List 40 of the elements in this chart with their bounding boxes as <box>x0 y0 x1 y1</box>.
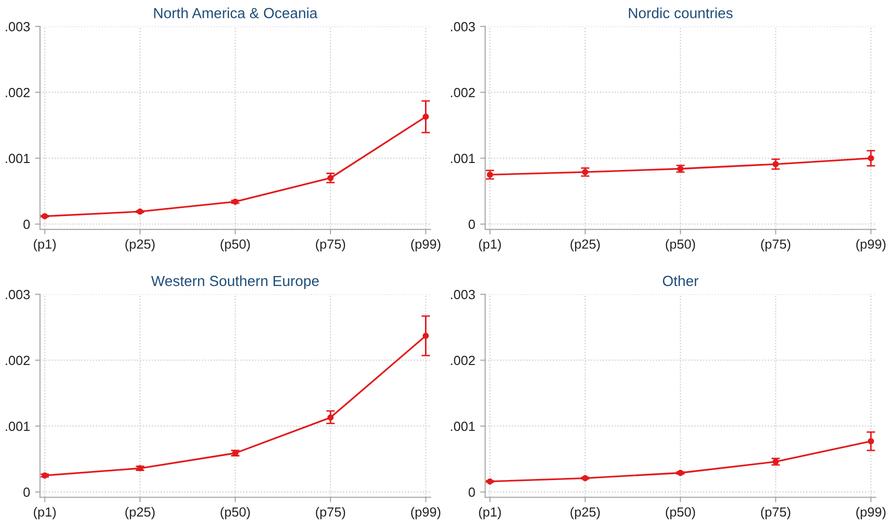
x-tick-label: (p50) <box>220 506 250 520</box>
chart-title: Western Southern Europe <box>151 275 319 290</box>
x-tick-label: (p25) <box>125 506 155 520</box>
x-tick-label: (p99) <box>411 239 440 252</box>
y-tick-label: .002 <box>6 88 30 98</box>
x-tick-label: (p75) <box>761 506 790 520</box>
x-tick-label: (p50) <box>666 506 695 520</box>
y-tick-label: .001 <box>6 154 30 164</box>
x-tick-label: (p1) <box>479 506 501 520</box>
y-tick-label: .001 <box>450 154 475 164</box>
y-tick-label: .003 <box>6 290 30 300</box>
y-tick-label: .001 <box>450 422 475 432</box>
x-tick-label: (p75) <box>316 506 346 520</box>
x-tick-label: (p99) <box>856 239 886 252</box>
x-tick-label: (p75) <box>761 239 790 252</box>
y-tick-label: 0 <box>23 488 30 497</box>
x-tick-label: (p99) <box>856 506 886 520</box>
x-tick-label: (p50) <box>666 239 695 252</box>
x-tick-label: (p99) <box>411 506 440 520</box>
y-tick-label: 0 <box>468 220 475 230</box>
y-tick-label: 0 <box>468 488 475 497</box>
x-tick-label: (p25) <box>570 506 600 520</box>
y-tick-label: .002 <box>450 88 475 98</box>
x-tick-label: (p50) <box>220 239 250 252</box>
y-tick-label: .001 <box>6 422 30 432</box>
y-tick-label: 0 <box>23 220 30 230</box>
y-tick-label: .003 <box>450 290 475 300</box>
x-tick-label: (p1) <box>34 506 56 520</box>
y-tick-label: .002 <box>450 356 475 366</box>
y-tick-label: .003 <box>6 22 30 32</box>
chart-title: North America & Oceania <box>154 8 318 18</box>
x-tick-label: (p1) <box>34 239 56 252</box>
x-tick-label: (p75) <box>316 239 346 252</box>
y-tick-label: .003 <box>450 22 475 32</box>
x-tick-label: (p25) <box>570 239 600 252</box>
chart-title: Other <box>662 275 698 286</box>
y-tick-label: .002 <box>6 356 30 366</box>
x-tick-label: (p1) <box>479 239 501 252</box>
chart-title: Nordic countries <box>628 8 733 18</box>
x-tick-label: (p25) <box>125 239 155 252</box>
